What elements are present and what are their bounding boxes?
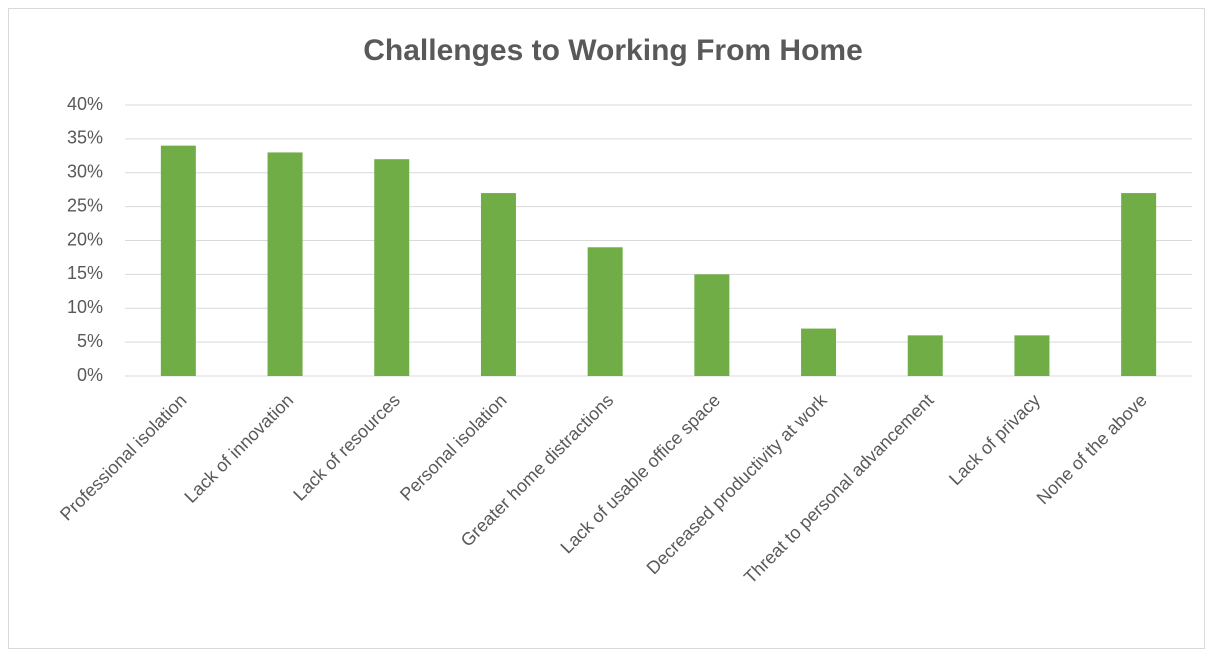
bar bbox=[160, 145, 196, 376]
bar bbox=[1014, 335, 1050, 376]
bar bbox=[1121, 193, 1157, 376]
bar bbox=[267, 152, 303, 376]
y-tick-label: 10% bbox=[67, 297, 103, 317]
y-tick-label: 5% bbox=[77, 331, 103, 351]
y-tick-label: 0% bbox=[77, 365, 103, 385]
chart-title: Challenges to Working From Home bbox=[363, 34, 863, 67]
bar bbox=[480, 193, 516, 376]
y-tick-label: 15% bbox=[67, 263, 103, 283]
y-tick-label: 35% bbox=[67, 128, 103, 148]
bar bbox=[694, 274, 730, 376]
y-tick-label: 20% bbox=[67, 229, 103, 249]
y-tick-label: 40% bbox=[67, 94, 103, 114]
bar bbox=[587, 247, 623, 376]
bar bbox=[907, 335, 943, 376]
bar bbox=[374, 159, 410, 376]
y-tick-label: 25% bbox=[67, 195, 103, 215]
y-tick-label: 30% bbox=[67, 162, 103, 182]
bar bbox=[801, 328, 837, 376]
